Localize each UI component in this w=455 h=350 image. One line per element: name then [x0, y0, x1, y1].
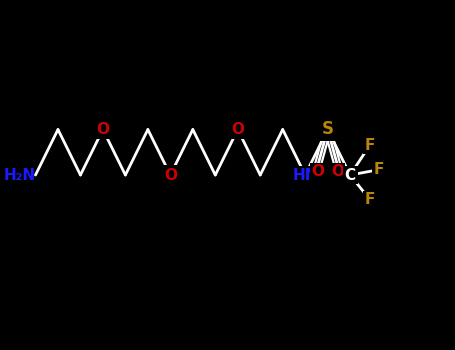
- Text: O: O: [331, 164, 344, 180]
- Text: F: F: [364, 192, 375, 207]
- Text: F: F: [364, 138, 375, 153]
- Text: O: O: [164, 168, 177, 182]
- Text: H₂N: H₂N: [3, 168, 35, 182]
- Text: S: S: [322, 120, 334, 139]
- Text: O: O: [231, 122, 244, 137]
- Text: O: O: [312, 164, 324, 180]
- Text: HN: HN: [293, 168, 318, 182]
- Text: C: C: [344, 168, 356, 182]
- Text: O: O: [96, 122, 109, 137]
- Text: F: F: [374, 162, 384, 177]
